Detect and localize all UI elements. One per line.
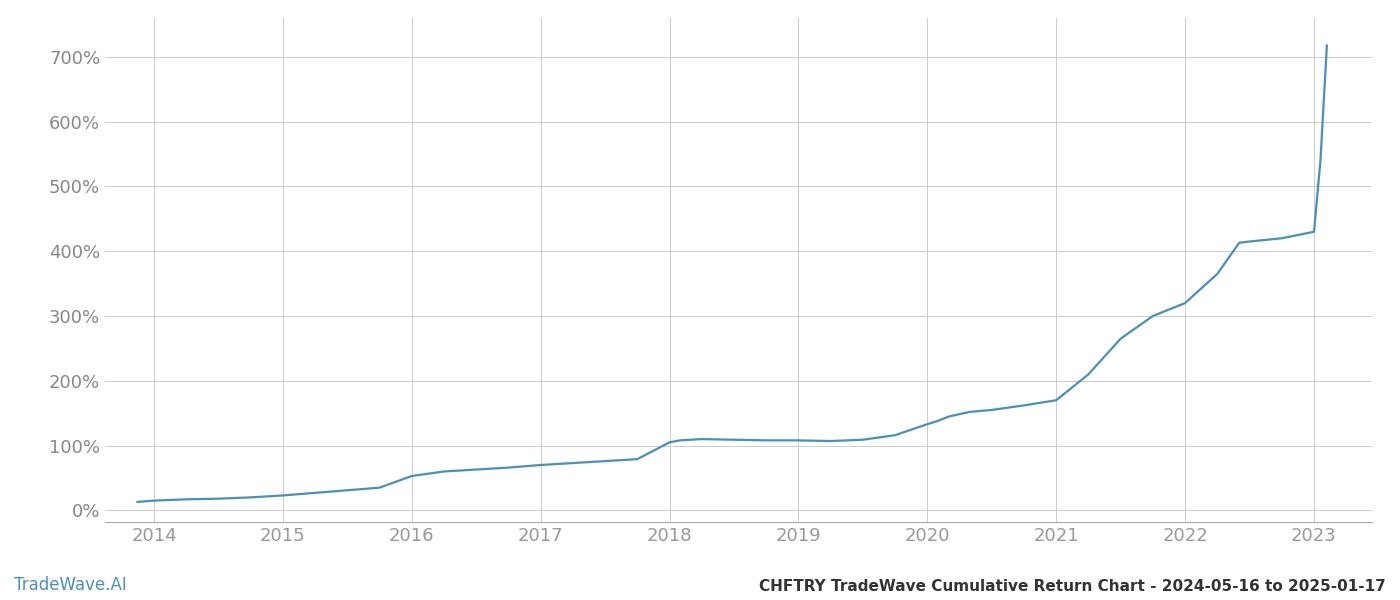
Text: CHFTRY TradeWave Cumulative Return Chart - 2024-05-16 to 2025-01-17: CHFTRY TradeWave Cumulative Return Chart… (759, 579, 1386, 594)
Text: TradeWave.AI: TradeWave.AI (14, 576, 127, 594)
